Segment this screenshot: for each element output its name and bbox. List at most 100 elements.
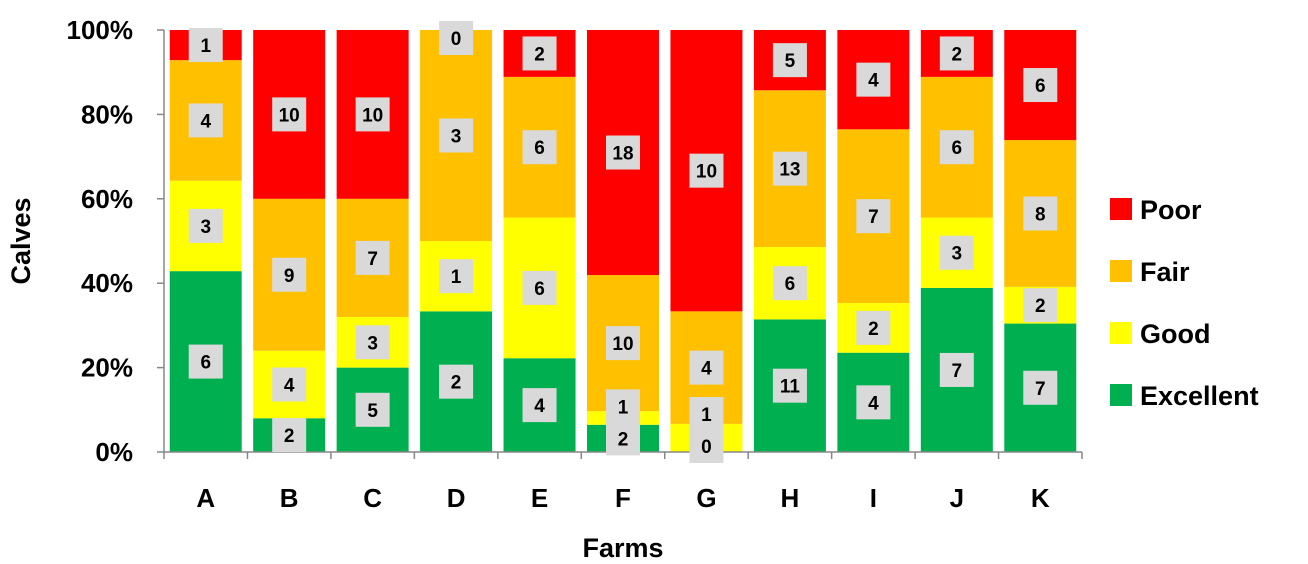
data-label-box bbox=[689, 350, 724, 385]
data-label-value: 6 bbox=[952, 138, 963, 159]
data-label-box bbox=[856, 199, 891, 234]
legend-swatch bbox=[1110, 260, 1132, 282]
data-label-e-fair: 6 bbox=[522, 130, 557, 165]
data-label-box bbox=[522, 36, 557, 71]
data-label-value: 4 bbox=[868, 393, 879, 414]
data-label-g-fair: 4 bbox=[689, 350, 724, 385]
data-label-box bbox=[856, 310, 891, 345]
data-label-box bbox=[689, 397, 724, 431]
data-label-b-fair: 9 bbox=[272, 257, 307, 292]
data-label-box bbox=[188, 208, 223, 243]
data-label-box bbox=[606, 326, 640, 361]
x-axis-title: Farms bbox=[582, 533, 663, 563]
data-label-value: 18 bbox=[612, 144, 633, 165]
data-label-value: 8 bbox=[1035, 204, 1046, 225]
data-label-g-poor: 10 bbox=[689, 153, 724, 188]
x-tick-label: E bbox=[531, 483, 548, 513]
data-label-value: 0 bbox=[451, 29, 462, 50]
data-label-e-good: 6 bbox=[522, 270, 557, 305]
data-label-j-fair: 6 bbox=[939, 130, 974, 165]
data-label-box bbox=[772, 43, 807, 78]
data-label-i-good: 2 bbox=[856, 310, 891, 345]
legend-label: Excellent bbox=[1140, 381, 1259, 411]
data-label-g-good: 1 bbox=[689, 397, 724, 431]
y-axis-title: Calves bbox=[6, 197, 36, 284]
y-tick-label: 40% bbox=[81, 268, 133, 298]
data-label-value: 7 bbox=[868, 207, 879, 228]
x-tick-label: B bbox=[280, 483, 299, 513]
data-label-value: 5 bbox=[367, 401, 378, 422]
data-label-box bbox=[439, 118, 474, 153]
data-label-value: 5 bbox=[785, 51, 796, 72]
data-label-value: 2 bbox=[618, 429, 629, 450]
data-label-value: 10 bbox=[612, 334, 633, 355]
data-label-c-fair: 7 bbox=[355, 240, 390, 275]
legend-swatch bbox=[1110, 322, 1132, 344]
data-label-c-good: 3 bbox=[355, 325, 390, 360]
data-label-value: 3 bbox=[200, 217, 211, 238]
data-label-g-excellent: 0 bbox=[689, 429, 724, 463]
data-label-e-poor: 2 bbox=[522, 36, 557, 71]
data-label-i-excellent: 4 bbox=[856, 385, 891, 420]
data-label-box bbox=[939, 36, 974, 71]
legend-item-fair: Fair bbox=[1110, 257, 1190, 287]
data-label-f-excellent: 2 bbox=[606, 421, 640, 456]
legend-item-good: Good bbox=[1110, 319, 1210, 349]
data-label-a-good: 3 bbox=[188, 208, 223, 243]
data-label-value: 3 bbox=[367, 333, 378, 354]
data-label-value: 9 bbox=[284, 266, 295, 287]
legend: Poor Fair Good Excellent bbox=[1110, 195, 1259, 411]
x-tick-label: J bbox=[950, 483, 964, 513]
data-label-e-excellent: 4 bbox=[522, 388, 557, 423]
data-label-i-poor: 4 bbox=[856, 62, 891, 97]
data-label-b-excellent: 2 bbox=[272, 418, 307, 453]
data-label-d-excellent: 2 bbox=[439, 364, 474, 399]
x-tick-label: G bbox=[696, 483, 716, 513]
data-label-value: 2 bbox=[284, 426, 295, 447]
data-label-box bbox=[606, 421, 640, 456]
data-label-d-good: 1 bbox=[439, 259, 474, 294]
data-label-value: 7 bbox=[952, 361, 963, 382]
legend-label: Good bbox=[1140, 319, 1210, 349]
y-tick-label: 100% bbox=[67, 15, 134, 45]
data-label-k-poor: 6 bbox=[1023, 68, 1058, 103]
data-label-box bbox=[606, 135, 640, 170]
data-label-value: 7 bbox=[1035, 379, 1046, 400]
legend-item-poor: Poor bbox=[1110, 195, 1202, 225]
data-label-box bbox=[439, 21, 474, 55]
data-label-box bbox=[1023, 196, 1058, 231]
data-label-value: 10 bbox=[279, 105, 300, 126]
data-label-box bbox=[522, 130, 557, 165]
data-label-box bbox=[939, 235, 974, 270]
data-label-a-poor: 1 bbox=[188, 28, 223, 63]
data-label-value: 13 bbox=[779, 160, 800, 181]
data-label-box bbox=[355, 392, 390, 427]
data-label-box bbox=[272, 257, 307, 292]
data-label-j-good: 3 bbox=[939, 235, 974, 270]
data-label-box bbox=[522, 388, 557, 423]
data-label-box bbox=[188, 344, 223, 379]
x-tick-label: D bbox=[447, 483, 466, 513]
data-label-box bbox=[355, 97, 390, 132]
data-label-box bbox=[772, 368, 807, 403]
data-label-box bbox=[272, 367, 307, 402]
data-label-box bbox=[272, 97, 307, 132]
data-label-f-good: 1 bbox=[606, 389, 640, 424]
data-label-a-fair: 4 bbox=[188, 103, 223, 138]
legend-label: Fair bbox=[1140, 257, 1190, 287]
data-label-d-fair: 3 bbox=[439, 118, 474, 153]
data-label-f-poor: 18 bbox=[606, 135, 640, 170]
data-label-value: 6 bbox=[1035, 76, 1046, 97]
data-label-j-poor: 2 bbox=[939, 36, 974, 71]
data-label-value: 1 bbox=[701, 405, 712, 426]
data-label-box bbox=[355, 325, 390, 360]
data-label-value: 2 bbox=[534, 44, 545, 65]
y-tick-label: 0% bbox=[95, 437, 133, 467]
data-label-box bbox=[939, 352, 974, 387]
data-label-value: 7 bbox=[367, 249, 378, 270]
data-label-value: 4 bbox=[868, 71, 879, 92]
data-label-b-poor: 10 bbox=[272, 97, 307, 132]
y-tick-label: 80% bbox=[81, 99, 133, 129]
data-label-k-good: 2 bbox=[1023, 288, 1058, 323]
data-label-box bbox=[856, 62, 891, 97]
